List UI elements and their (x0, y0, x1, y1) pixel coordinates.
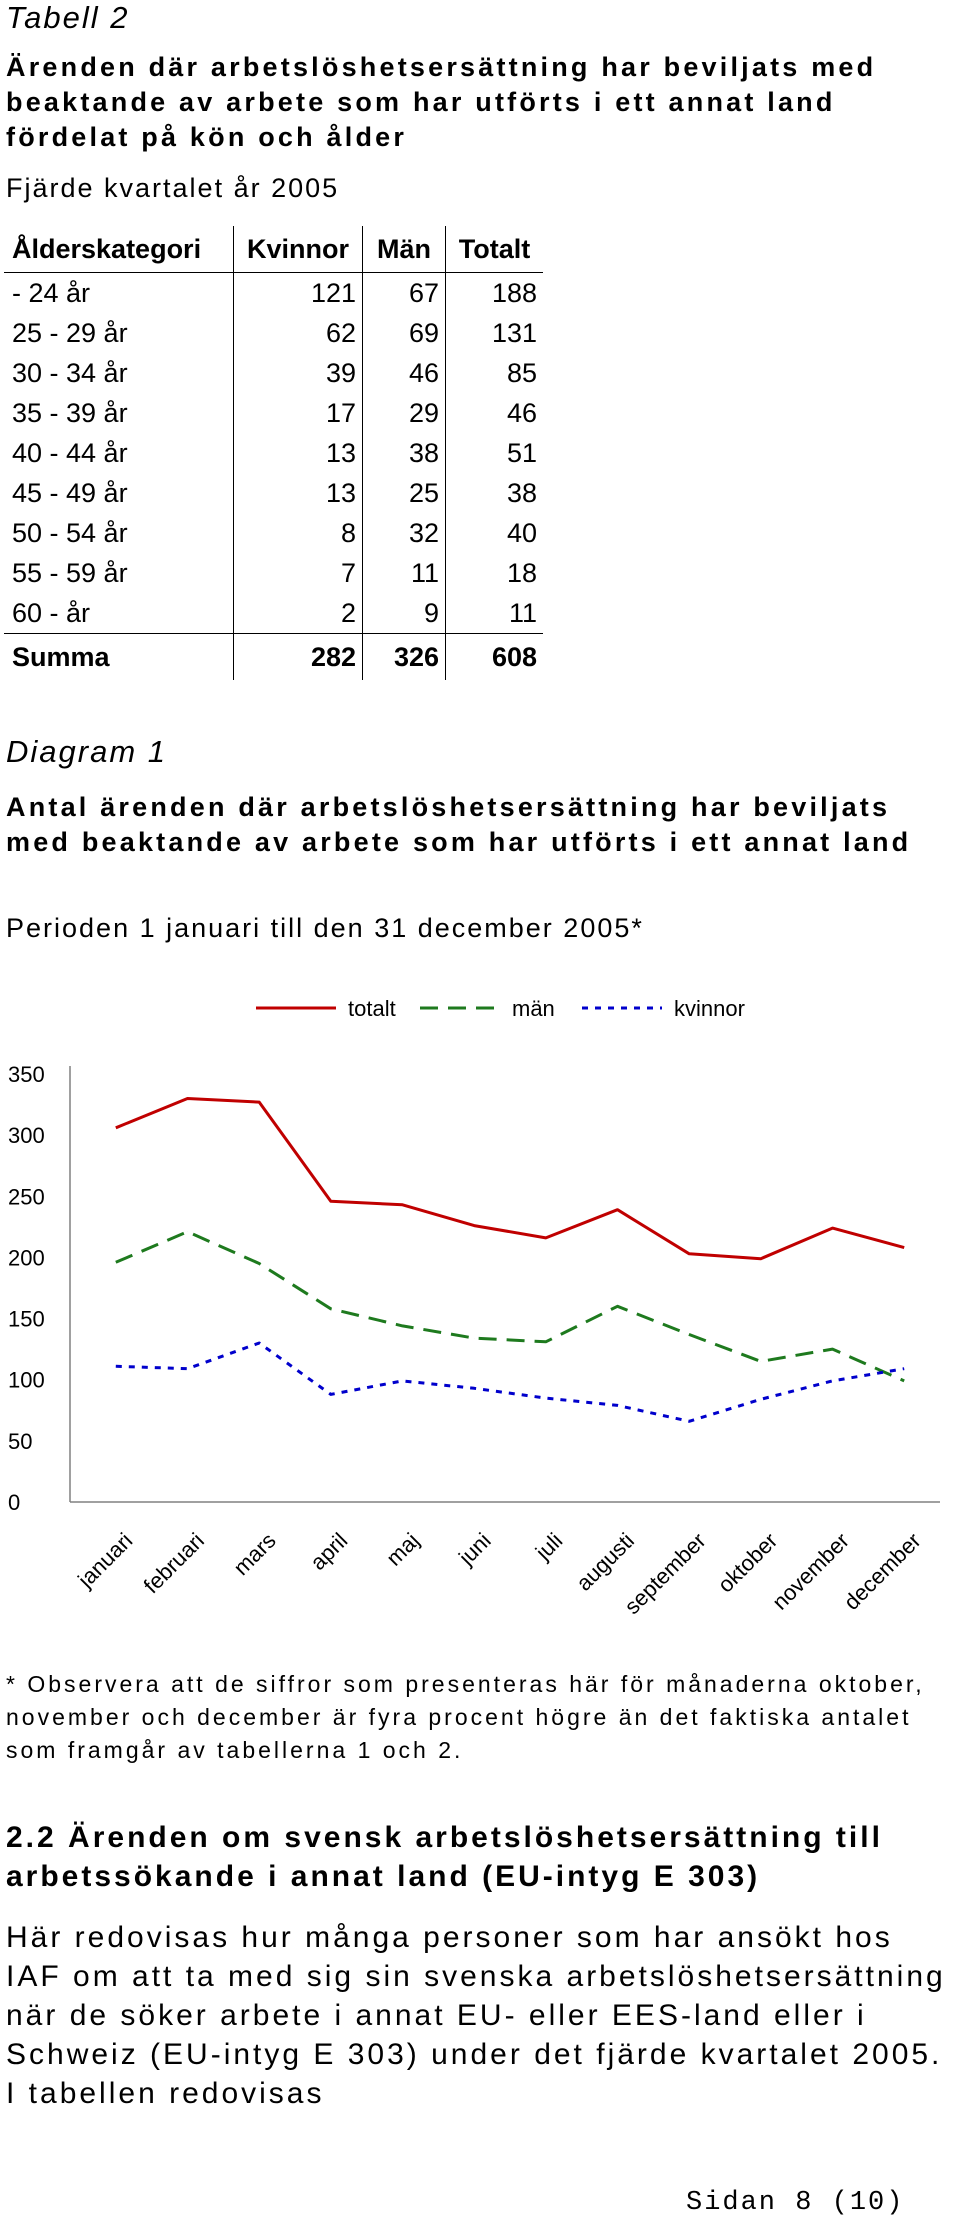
y-tick-label: 0 (8, 1490, 20, 1515)
column-header-age: Ålderskategori (4, 226, 234, 273)
row-women: 7 (233, 553, 363, 593)
table-row: 50 - 54 år 8 32 40 (4, 513, 543, 553)
y-tick-label: 50 (8, 1429, 32, 1454)
column-header-women: Kvinnor (233, 226, 363, 273)
row-total: 46 (445, 393, 543, 433)
row-men: 29 (362, 393, 446, 433)
row-women: 39 (233, 353, 363, 393)
row-men: 67 (362, 272, 446, 313)
table-row: - 24 år 121 67 188 (4, 272, 543, 313)
x-tick-label: januari (72, 1528, 137, 1593)
row-men: 32 (362, 513, 446, 553)
row-women: 2 (233, 593, 363, 634)
row-women: 62 (233, 313, 363, 353)
sum-men: 326 (362, 633, 446, 680)
table-row: 60 - år 2 9 11 (4, 593, 543, 634)
y-tick-label: 350 (8, 1062, 45, 1087)
legend-label-1: män (512, 996, 555, 1021)
chart-legend: totalt män kvinnor (256, 996, 745, 1021)
row-total: 38 (445, 473, 543, 513)
row-men: 46 (362, 353, 446, 393)
footnote: * Observera att de siffror som presenter… (6, 1671, 925, 1763)
y-tick-label: 150 (8, 1307, 45, 1332)
series-line-0 (115, 1097, 905, 1261)
row-women: 121 (233, 272, 363, 313)
table-row: 25 - 29 år 62 69 131 (4, 313, 543, 353)
row-total: 188 (445, 272, 543, 313)
row-age: 45 - 49 år (12, 478, 128, 508)
table-header-row: Ålderskategori Kvinnor Män Totalt (4, 226, 543, 273)
column-header-men: Män (362, 226, 446, 273)
sum-women: 282 (233, 633, 363, 680)
table-period: Fjärde kvartalet år 2005 (6, 173, 340, 203)
y-tick-label: 250 (8, 1184, 45, 1209)
table-row: 35 - 39 år 17 29 46 (4, 393, 543, 433)
row-men: 25 (362, 473, 446, 513)
row-age: 40 - 44 år (12, 438, 128, 468)
row-women: 13 (233, 473, 363, 513)
x-tick-label: maj (381, 1528, 424, 1571)
legend-label-2: kvinnor (674, 996, 745, 1021)
row-total: 11 (445, 593, 543, 634)
table-heading: Ärenden där arbetslöshetsersättning har … (6, 52, 877, 152)
row-total: 51 (445, 433, 543, 473)
row-women: 17 (233, 393, 363, 433)
x-tick-label: april (305, 1528, 352, 1575)
x-tick-label: oktober (713, 1528, 783, 1598)
x-tick-label: mars (228, 1528, 280, 1580)
x-tick-label: augusti (571, 1528, 639, 1596)
diagram-caption: Diagram 1 (6, 734, 167, 769)
table-sum-row: Summa 282 326 608 (4, 633, 543, 680)
line-chart: totalt män kvinnor 0 50 100 150 200 250 300 350 j… (8, 996, 940, 1619)
chart-series (115, 1097, 905, 1423)
table-row: 55 - 59 år 7 11 18 (4, 553, 543, 593)
row-men: 11 (362, 553, 446, 593)
row-total: 40 (445, 513, 543, 553)
row-age: 50 - 54 år (12, 518, 128, 548)
row-women: 8 (233, 513, 363, 553)
x-tick-label: juli (530, 1528, 567, 1565)
row-men: 38 (362, 433, 446, 473)
y-tick-label: 100 (8, 1368, 45, 1393)
sum-label: Summa (4, 633, 234, 680)
x-tick-label: december (839, 1528, 926, 1615)
row-men: 69 (362, 313, 446, 353)
x-tick-label: juni (453, 1528, 496, 1571)
column-header-total: Totalt (445, 226, 543, 273)
x-tick-label: november (767, 1528, 854, 1615)
row-women: 13 (233, 433, 363, 473)
table-caption: Tabell 2 (6, 0, 130, 35)
age-category-table: Ålderskategori Kvinnor Män Totalt - 24 å… (4, 226, 543, 680)
series-line-1 (115, 1230, 905, 1383)
y-axis: 0 50 100 150 200 250 300 350 (8, 1062, 71, 1515)
series-line-2 (115, 1341, 905, 1423)
page-number: Sidan 8 (10) (686, 2188, 905, 2218)
row-age: 35 - 39 år (12, 398, 128, 428)
section-body: Här redovisas hur många personer som har… (6, 1921, 946, 2110)
row-age: 25 - 29 år (12, 318, 128, 348)
table-row: 40 - 44 år 13 38 51 (4, 433, 543, 473)
y-tick-label: 300 (8, 1123, 45, 1148)
y-tick-label: 200 (8, 1245, 45, 1270)
table-body: - 24 år 121 67 188 25 - 29 år 62 69 131 30 - 34 … (4, 272, 543, 634)
row-total: 18 (445, 553, 543, 593)
row-age: 30 - 34 år (12, 358, 128, 388)
row-age: 55 - 59 år (12, 558, 128, 588)
sum-total: 608 (445, 633, 543, 680)
row-age: - 24 år (12, 278, 91, 308)
row-total: 85 (445, 353, 543, 393)
x-axis: januari februari mars april maj juni juli augus… (70, 1501, 940, 1619)
row-men: 9 (362, 593, 446, 634)
table-row: 45 - 49 år 13 25 38 (4, 473, 543, 513)
x-tick-label: februari (139, 1528, 209, 1598)
diagram-heading: Antal ärenden där arbetslöshetsersättnin… (6, 792, 912, 857)
diagram-period: Perioden 1 januari till den 31 december … (6, 913, 644, 943)
legend-label-0: totalt (348, 996, 396, 1021)
row-age: 60 - år (12, 598, 91, 628)
row-total: 131 (445, 313, 543, 353)
table-row: 30 - 34 år 39 46 85 (4, 353, 543, 393)
section-heading: 2.2 Ärenden om svensk arbetslöshetsersät… (6, 1821, 883, 1893)
